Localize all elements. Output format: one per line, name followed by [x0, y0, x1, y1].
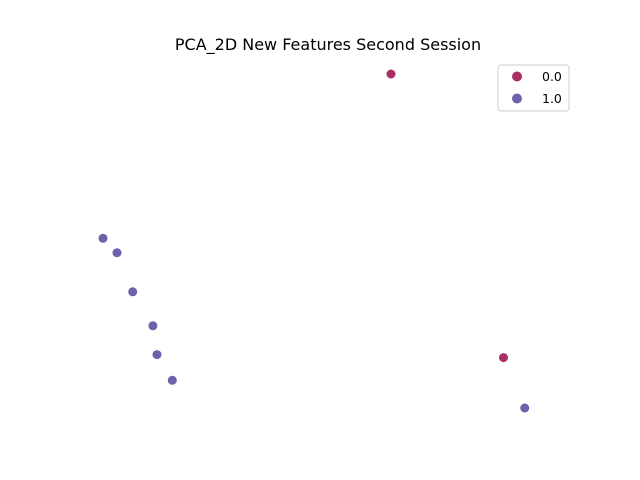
data-point — [386, 69, 396, 79]
series-1 — [98, 233, 530, 413]
legend-marker — [512, 93, 522, 104]
chart-title: PCA_2D New Features Second Session — [175, 35, 481, 55]
data-point — [499, 353, 508, 363]
data-point — [112, 248, 122, 258]
data-point — [98, 233, 108, 243]
data-point — [167, 375, 177, 385]
data-point — [520, 403, 530, 413]
legend-label: 1.0 — [542, 91, 562, 106]
legend-marker — [512, 71, 522, 82]
plot-area — [98, 69, 530, 413]
data-point — [152, 350, 162, 360]
legend-entry-0: 0.0 — [512, 69, 562, 84]
data-point — [148, 321, 158, 331]
data-point — [128, 287, 138, 297]
legend-entry-1: 1.0 — [512, 91, 562, 106]
series-0 — [386, 69, 508, 363]
legend-label: 0.0 — [542, 69, 562, 84]
legend: 0.0 1.0 — [497, 64, 570, 112]
